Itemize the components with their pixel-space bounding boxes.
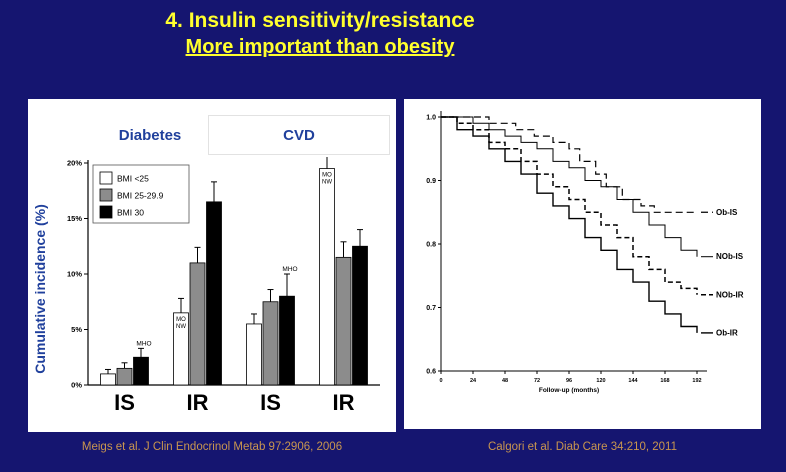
series-label: NOb-IS: [716, 252, 744, 261]
bar: [100, 373, 116, 386]
bar: [189, 262, 206, 386]
bar-annotation: MO: [176, 317, 186, 323]
category-label: IR: [187, 390, 209, 415]
title-line-2: More important than obesity: [185, 36, 455, 59]
category-label: IR: [333, 390, 355, 415]
right-citation: Calgori et al. Diab Care 34:210, 2011: [487, 441, 677, 453]
series-line: [441, 116, 698, 257]
bar: [116, 367, 133, 386]
title-line-1: 4. Insulin sensitivity/resistance: [165, 9, 475, 32]
category-label: IS: [260, 390, 281, 415]
bar: [279, 295, 295, 386]
y-tick-label: 0.9: [426, 178, 436, 185]
y-tick-label: 0.6: [426, 369, 436, 376]
y-tick-label: 1.0: [426, 115, 436, 122]
legend-swatch: [99, 188, 113, 202]
bar-annotation: NW: [322, 180, 332, 186]
x-tick-label: 48: [502, 378, 508, 384]
category-label: IS: [114, 390, 135, 415]
bar-chart: 0% 5% 10% 15% 20% IS IR IS IR BMI <25 BMI 25-29.9 B…: [67, 157, 380, 415]
survival-chart: 1.0 0.9 0.8 0.7 0.60 24 48 72 96 120 144 168 192 Foll…: [426, 111, 744, 394]
series-line: [441, 116, 698, 333]
bar: [352, 245, 368, 386]
y-tick-label: 0%: [71, 381, 82, 390]
bar: [262, 301, 279, 386]
legend-swatch: [99, 171, 113, 185]
y-tick-label: 15%: [67, 214, 82, 223]
x-tick-label: 192: [692, 378, 701, 384]
x-axis-label: Follow-up (months): [539, 387, 599, 394]
x-tick-label: 96: [566, 378, 572, 384]
bar: [206, 201, 222, 386]
bar-annotation: MO: [322, 173, 332, 179]
bar-annotation: MHO: [282, 266, 297, 273]
cvd-heading: CVD: [208, 115, 390, 155]
left-citation: Meigs et al. J Clin Endocrinol Metab 97:…: [81, 441, 343, 453]
y-tick-label: 10%: [67, 270, 82, 279]
series-label: NOb-IR: [716, 290, 744, 299]
survival-chart-panel: 1.0 0.9 0.8 0.7 0.6 0 24 48 72 96 120 144 168 192 Foll…: [404, 99, 761, 429]
slide-title: 4. Insulin sensitivity/resistance More i…: [0, 7, 640, 60]
legend-label: BMI 25-29.9: [117, 191, 164, 201]
bar-chart-panel: Diabetes CVD Cumulative incidence (%) 0%…: [28, 99, 396, 432]
bar-annotation: NW: [176, 324, 186, 330]
series-label: Ob-IR: [716, 328, 738, 337]
bar: [133, 356, 149, 386]
y-tick-label: 0.7: [426, 305, 436, 312]
legend-label: BMI <25: [117, 174, 149, 184]
y-tick-label: 20%: [67, 159, 82, 168]
diabetes-heading: Diabetes: [118, 127, 182, 144]
y-tick-label: 5%: [71, 325, 82, 334]
y-axis-label: Cumulative incidence (%): [32, 204, 48, 374]
series-line: [441, 116, 697, 213]
x-tick-label: 24: [470, 378, 477, 384]
bar: [319, 168, 335, 386]
x-tick-label: 0: [439, 378, 442, 384]
bar: [335, 256, 352, 386]
y-tick-label: 0.8: [426, 242, 436, 249]
x-tick-label: 72: [534, 378, 540, 384]
bar: [246, 323, 262, 386]
bar-annotation: MHO: [136, 340, 151, 347]
legend-swatch: [99, 205, 113, 219]
legend-label: BMI 30: [117, 208, 144, 218]
series-line: [441, 116, 698, 295]
x-tick-label: 120: [596, 378, 605, 384]
x-tick-label: 144: [628, 378, 638, 384]
x-tick-label: 168: [660, 378, 669, 384]
series-label: Ob-IS: [716, 208, 738, 217]
